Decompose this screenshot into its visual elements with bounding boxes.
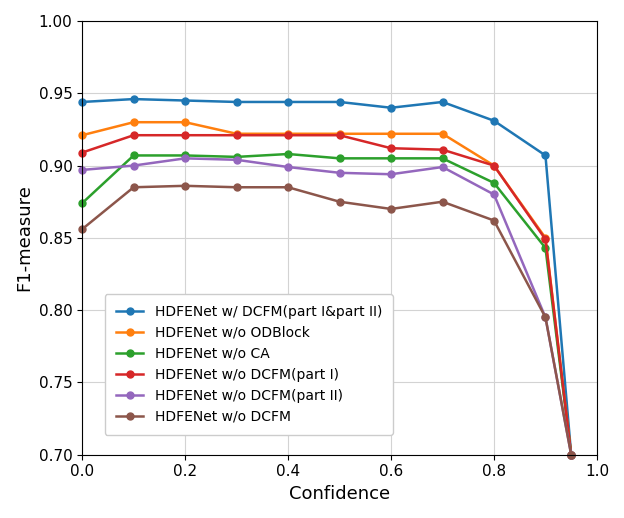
HDFENet w/o DCFM	[285, 184, 292, 191]
HDFENet w/o DCFM(part I)	[567, 452, 575, 458]
HDFENet w/o ODBlock	[542, 235, 549, 241]
HDFENet w/o DCFM(part II)	[439, 164, 446, 170]
Y-axis label: F1-measure: F1-measure	[15, 184, 33, 291]
HDFENet w/o DCFM(part I)	[439, 147, 446, 153]
HDFENet w/o DCFM(part II)	[233, 156, 240, 163]
HDFENet w/o DCFM(part II)	[285, 164, 292, 170]
HDFENet w/o DCFM	[490, 218, 498, 224]
HDFENet w/ DCFM(part I&part II)	[182, 97, 189, 104]
HDFENet w/o CA	[182, 152, 189, 159]
HDFENet w/o DCFM(part I)	[542, 236, 549, 242]
HDFENet w/o ODBlock	[336, 131, 343, 137]
Line: HDFENet w/o DCFM: HDFENet w/o DCFM	[79, 182, 575, 458]
HDFENet w/ DCFM(part I&part II)	[542, 152, 549, 159]
HDFENet w/o ODBlock	[233, 131, 240, 137]
Legend: HDFENet w/ DCFM(part I&part II), HDFENet w/o ODBlock, HDFENet w/o CA, HDFENet w/: HDFENet w/ DCFM(part I&part II), HDFENet…	[105, 294, 393, 435]
HDFENet w/o DCFM(part I)	[130, 132, 137, 138]
X-axis label: Confidence: Confidence	[289, 485, 390, 503]
HDFENet w/o DCFM(part II)	[182, 155, 189, 162]
HDFENet w/o DCFM	[336, 198, 343, 205]
HDFENet w/o ODBlock	[285, 131, 292, 137]
HDFENet w/o CA	[490, 180, 498, 186]
HDFENet w/ DCFM(part I&part II)	[233, 99, 240, 105]
HDFENet w/o DCFM(part II)	[79, 167, 86, 173]
HDFENet w/o DCFM	[182, 183, 189, 189]
HDFENet w/ DCFM(part I&part II)	[79, 99, 86, 105]
Line: HDFENet w/o DCFM(part II): HDFENet w/o DCFM(part II)	[79, 155, 575, 458]
HDFENet w/o DCFM(part II)	[490, 191, 498, 197]
HDFENet w/o DCFM(part II)	[130, 163, 137, 169]
Line: HDFENet w/o DCFM(part I): HDFENet w/o DCFM(part I)	[79, 132, 575, 458]
HDFENet w/o CA	[285, 151, 292, 157]
HDFENet w/o CA	[233, 154, 240, 160]
HDFENet w/o DCFM	[130, 184, 137, 191]
HDFENet w/o CA	[567, 452, 575, 458]
HDFENet w/o DCFM(part I)	[182, 132, 189, 138]
HDFENet w/o DCFM	[79, 226, 86, 232]
HDFENet w/o CA	[336, 155, 343, 162]
HDFENet w/o DCFM(part I)	[233, 132, 240, 138]
HDFENet w/o DCFM	[567, 452, 575, 458]
HDFENet w/ DCFM(part I&part II)	[490, 118, 498, 124]
HDFENet w/o DCFM(part II)	[336, 170, 343, 176]
HDFENet w/o DCFM(part I)	[388, 145, 395, 151]
HDFENet w/o CA	[439, 155, 446, 162]
HDFENet w/o DCFM(part I)	[79, 150, 86, 156]
HDFENet w/o ODBlock	[182, 119, 189, 125]
HDFENet w/ DCFM(part I&part II)	[336, 99, 343, 105]
Line: HDFENet w/ DCFM(part I&part II): HDFENet w/ DCFM(part I&part II)	[79, 96, 575, 458]
HDFENet w/o ODBlock	[567, 452, 575, 458]
HDFENet w/o CA	[130, 152, 137, 159]
HDFENet w/o DCFM(part I)	[336, 132, 343, 138]
Line: HDFENet w/o ODBlock: HDFENet w/o ODBlock	[79, 119, 575, 458]
HDFENet w/o ODBlock	[130, 119, 137, 125]
HDFENet w/o DCFM(part II)	[542, 314, 549, 321]
HDFENet w/o ODBlock	[79, 132, 86, 138]
HDFENet w/ DCFM(part I&part II)	[439, 99, 446, 105]
HDFENet w/o ODBlock	[388, 131, 395, 137]
HDFENet w/o CA	[388, 155, 395, 162]
HDFENet w/ DCFM(part I&part II)	[567, 452, 575, 458]
HDFENet w/o DCFM(part I)	[285, 132, 292, 138]
HDFENet w/o DCFM	[542, 314, 549, 321]
HDFENet w/o DCFM	[388, 206, 395, 212]
HDFENet w/o DCFM(part I)	[490, 163, 498, 169]
HDFENet w/o DCFM(part II)	[388, 171, 395, 177]
Line: HDFENet w/o CA: HDFENet w/o CA	[79, 151, 575, 458]
HDFENet w/o DCFM(part II)	[567, 452, 575, 458]
HDFENet w/o CA	[79, 200, 86, 206]
HDFENet w/o DCFM	[439, 198, 446, 205]
HDFENet w/o ODBlock	[490, 163, 498, 169]
HDFENet w/ DCFM(part I&part II)	[130, 96, 137, 102]
HDFENet w/o CA	[542, 245, 549, 251]
HDFENet w/o DCFM	[233, 184, 240, 191]
HDFENet w/ DCFM(part I&part II)	[285, 99, 292, 105]
HDFENet w/o ODBlock	[439, 131, 446, 137]
HDFENet w/ DCFM(part I&part II)	[388, 105, 395, 111]
